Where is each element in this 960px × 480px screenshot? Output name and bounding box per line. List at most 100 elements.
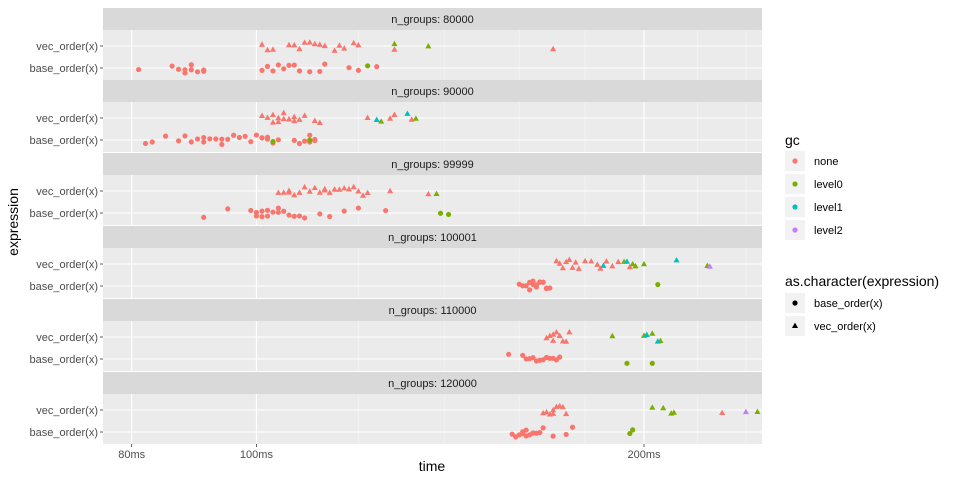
data-point-vec: [553, 329, 560, 335]
y-tick-label: vec_order(x): [36, 41, 98, 53]
data-point-vec: [559, 264, 566, 271]
facet-panel: n_groups: 100001 vec_order(x) base_order(x…: [30, 226, 762, 298]
y-tick-label: vec_order(x): [36, 259, 98, 271]
data-point-vec: [345, 185, 353, 192]
data-point-base: [291, 137, 297, 143]
data-point-base: [136, 66, 142, 73]
data-point-base: [275, 62, 281, 68]
data-point-vec: [706, 263, 713, 269]
data-point-base: [327, 213, 333, 220]
data-point-base: [374, 64, 380, 70]
x-tick-label: 200ms: [627, 449, 661, 461]
data-point-vec: [582, 257, 589, 264]
data-point-base: [264, 134, 271, 140]
data-point-vec: [566, 256, 573, 262]
data-point-vec: [291, 41, 298, 48]
data-point-base: [253, 132, 260, 138]
data-point-vec: [280, 109, 287, 116]
facet-strip-label: n_groups: 110000: [389, 305, 477, 317]
facet-strip: [103, 153, 762, 175]
data-point-base: [275, 209, 281, 215]
data-point-vec: [291, 191, 298, 198]
data-point-base: [527, 287, 533, 293]
data-point-vec: [331, 186, 338, 192]
data-point-vec: [275, 118, 282, 125]
data-point-base: [259, 208, 265, 214]
data-point-vec: [425, 42, 432, 49]
data-point-base: [563, 431, 569, 438]
legend-expression-title: as.character(expression): [785, 273, 939, 289]
data-point-vec: [306, 188, 313, 194]
data-point-vec: [433, 190, 440, 197]
data-point-vec: [425, 190, 432, 197]
legend-swatch: [792, 227, 798, 233]
data-point-vec: [364, 114, 371, 120]
data-point-vec: [296, 45, 303, 52]
data-point-vec: [291, 117, 298, 124]
data-point-vec: [640, 260, 648, 267]
data-point-base: [275, 205, 281, 211]
data-point-base: [248, 139, 254, 145]
facet-strip: [103, 372, 762, 394]
legend-label: level1: [814, 202, 843, 214]
data-point-base: [270, 209, 276, 215]
data-point-base: [355, 67, 361, 73]
data-point-vec: [341, 185, 348, 191]
data-point-base: [322, 61, 328, 67]
facet-strip-label: n_groups: 80000: [391, 14, 474, 26]
data-point-vec: [670, 409, 677, 415]
data-point-base: [509, 431, 515, 437]
data-point-vec: [350, 39, 357, 46]
data-point-vec: [341, 45, 348, 51]
data-point-base: [142, 140, 149, 147]
data-point-base: [264, 207, 271, 213]
data-point-vec: [316, 41, 323, 47]
panel-background: [103, 102, 762, 152]
data-point-vec: [742, 408, 749, 415]
facet-panel: n_groups: 90000 vec_order(x) base_order(x): [30, 80, 762, 152]
data-point-base: [317, 211, 323, 217]
data-point-base: [307, 69, 313, 75]
data-point-vec: [597, 265, 604, 271]
data-point-vec: [572, 259, 579, 265]
data-point-base: [219, 141, 225, 148]
facet-strip-label: n_groups: 90000: [391, 86, 474, 98]
data-point-vec: [275, 114, 282, 121]
data-point-vec: [649, 404, 656, 410]
x-tick-label: 100ms: [240, 449, 274, 461]
facet-panels: n_groups: 80000 vec_order(x) base_order(x)…: [30, 8, 762, 444]
data-point-base: [182, 133, 188, 139]
data-point-vec: [563, 258, 570, 265]
data-point-base: [355, 205, 361, 211]
data-point-base: [291, 213, 297, 219]
y-tick-label: base_order(x): [30, 281, 98, 293]
data-point-base: [547, 285, 553, 291]
legend-label: vec_order(x): [814, 321, 876, 333]
data-point-vec: [550, 45, 557, 52]
data-point-base: [445, 211, 452, 218]
data-point-vec: [269, 46, 277, 52]
data-point-vec: [301, 112, 308, 118]
data-point-vec: [391, 111, 398, 117]
y-tick-label: base_order(x): [30, 135, 98, 147]
data-point-vec: [378, 118, 385, 124]
data-point-base: [506, 351, 512, 357]
data-point-vec: [269, 119, 277, 125]
facet-panel: n_groups: 80000 vec_order(x) base_order(x): [30, 8, 762, 80]
y-axis-title: expression: [5, 188, 21, 256]
facet-panel: n_groups: 110000 vec_order(x) base_order(x…: [30, 299, 762, 371]
data-point-base: [569, 424, 576, 430]
panel-background: [103, 248, 762, 298]
data-point-base: [286, 62, 292, 68]
data-point-vec: [326, 189, 333, 195]
data-point-base: [557, 354, 563, 360]
y-tick-label: base_order(x): [30, 63, 98, 75]
data-point-base: [281, 208, 287, 214]
data-point-vec: [258, 112, 266, 118]
data-point-vec: [609, 262, 616, 269]
data-point-vec: [291, 113, 298, 120]
legend-swatch: [792, 158, 798, 164]
data-point-base: [296, 213, 303, 219]
data-point-vec: [331, 47, 338, 53]
facet-strip-label: n_groups: 120000: [388, 378, 477, 390]
